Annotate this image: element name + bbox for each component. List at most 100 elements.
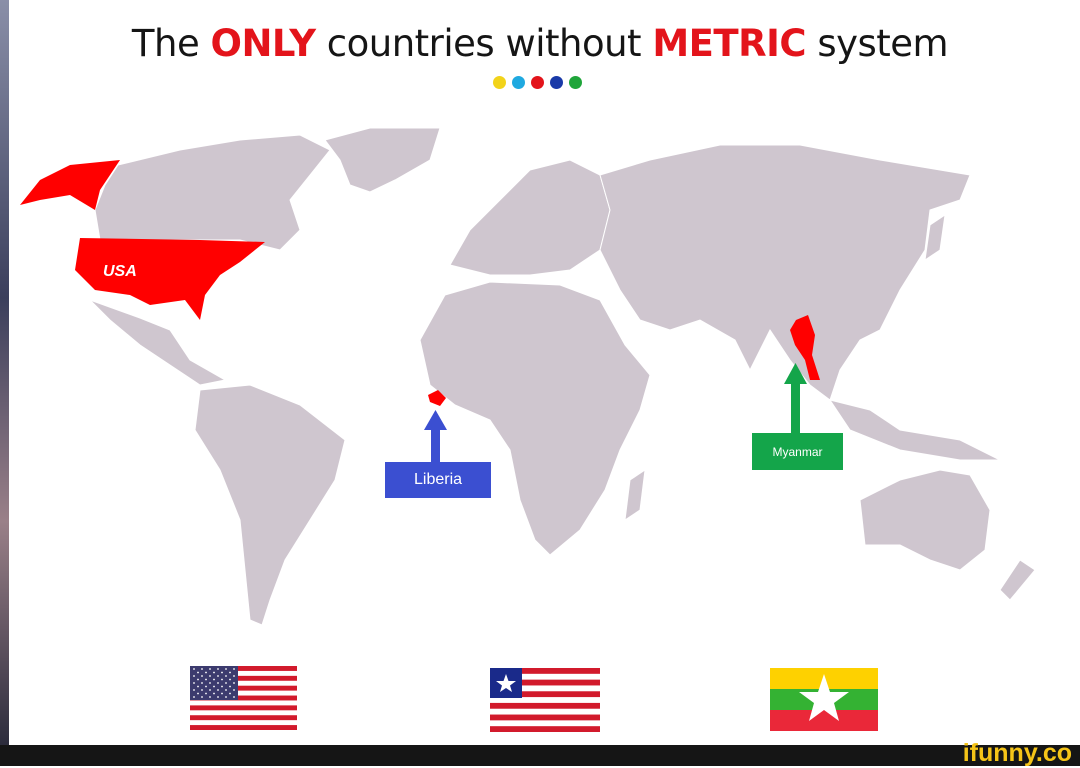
flag-star (197, 678, 199, 681)
dot (531, 76, 544, 89)
title-text: system (806, 22, 949, 65)
flag-star (193, 675, 195, 677)
australia (859, 469, 991, 571)
flag-star (225, 675, 227, 677)
flag-star (201, 696, 203, 698)
title-highlight-metric: METRIC (652, 22, 807, 65)
flag-star (217, 682, 219, 684)
flag-star (221, 671, 223, 674)
flag-star (193, 682, 195, 684)
myanmar-arrow (784, 363, 807, 434)
asia (599, 144, 971, 401)
flag-star (193, 696, 195, 698)
japan (924, 213, 946, 262)
flag-star (217, 668, 219, 670)
title-highlight-only: ONLY (210, 22, 316, 65)
flag-stripe (490, 691, 600, 698)
flag-star (197, 685, 199, 688)
dot (512, 76, 525, 89)
flag-star (217, 675, 219, 677)
flag-star (233, 668, 235, 670)
flag-stripe (190, 685, 297, 691)
flag-star (213, 671, 215, 674)
flag-star (225, 689, 227, 691)
flag-stripe (490, 726, 600, 732)
left-edge (0, 0, 9, 745)
flag-star (205, 678, 207, 681)
flag-star (213, 692, 215, 695)
usa-flag (190, 666, 297, 730)
flag-star (225, 696, 227, 698)
liberia-arrow (424, 410, 447, 464)
flag-star (229, 685, 231, 688)
flag-star (229, 678, 231, 681)
flag-star (229, 671, 231, 674)
flag-star (205, 685, 207, 688)
flag-stripe (190, 666, 297, 671)
greenland (324, 127, 441, 193)
flag-stripe (190, 675, 297, 681)
flag-star (233, 682, 235, 684)
flag-star (205, 671, 207, 674)
africa (419, 281, 651, 556)
flag-star (201, 689, 203, 691)
flag-star (217, 696, 219, 698)
myanmar-shape (790, 315, 820, 380)
flag-star (209, 682, 211, 684)
flag-stripe (190, 725, 297, 730)
flag-star (193, 689, 195, 691)
usa-label: USA (103, 263, 137, 280)
flag-star (213, 685, 215, 688)
flag-star (213, 678, 215, 681)
flag-star (209, 689, 211, 691)
flag-star (229, 692, 231, 695)
flag-stripe (190, 705, 297, 711)
dot (569, 76, 582, 89)
flag-star (225, 682, 227, 684)
madagascar (624, 468, 646, 522)
flag-star (201, 668, 203, 670)
flag-star (233, 696, 235, 698)
dot (550, 76, 563, 89)
flag-star (197, 692, 199, 695)
north-america (89, 134, 331, 386)
flag-star (201, 675, 203, 677)
liberia-shape (428, 390, 446, 406)
usa-contiguous (75, 238, 265, 320)
flag-stripe (490, 668, 600, 674)
decor-dots (493, 76, 582, 89)
flag-star (209, 668, 211, 670)
liberia-label: Liberia (385, 462, 491, 498)
ifunny-watermark: ifunny.co (962, 739, 1072, 767)
flag-star (233, 689, 235, 691)
europe (449, 159, 611, 276)
flag-star (221, 685, 223, 688)
myanmar-flag (770, 668, 878, 731)
flag-star (193, 668, 195, 670)
flag-stripe (190, 715, 297, 721)
flag-stripe (190, 695, 297, 701)
title-text: countries without (315, 22, 653, 65)
flag-star (205, 692, 207, 695)
title-text: The (131, 22, 211, 65)
liberia-flag (490, 668, 600, 732)
watermark-bar: ifunny.co (0, 739, 1080, 767)
southeast-asia-islands (828, 399, 1001, 461)
dot (493, 76, 506, 89)
flag-star (197, 671, 199, 674)
flag-star (201, 682, 203, 684)
flag-star (209, 696, 211, 698)
south-america (194, 384, 346, 626)
new-zealand (999, 559, 1036, 601)
page-title: The ONLY countries without METRIC system (0, 22, 1080, 65)
flag-star (233, 675, 235, 677)
flag-star (221, 692, 223, 695)
flag-star (209, 675, 211, 677)
flag-star (225, 668, 227, 670)
flag-star (221, 678, 223, 681)
flag-stripe (490, 702, 600, 709)
myanmar-label: Myanmar (752, 433, 843, 470)
flag-star (217, 689, 219, 691)
flag-stripe (490, 714, 600, 721)
